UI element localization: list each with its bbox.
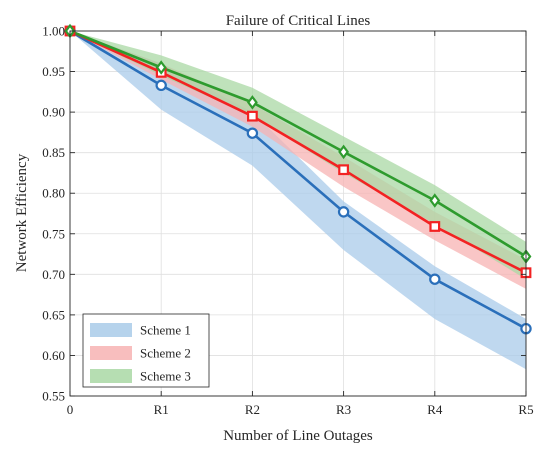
legend-swatch-scheme-1 [90,323,132,337]
legend-label-scheme-3: Scheme 3 [140,369,191,384]
y-tick-label: 0.85 [42,145,65,160]
band-scheme-2 [70,31,526,289]
legend-swatch-scheme-3 [90,369,132,383]
marker-scheme-3 [155,60,167,75]
x-tick-label: R1 [154,402,169,417]
line-scheme-3 [69,29,527,258]
x-tick-label: 0 [67,402,74,417]
marker-scheme-3 [246,95,258,110]
marker-scheme-1 [246,127,259,139]
legend-label-scheme-1: Scheme 1 [140,323,191,338]
y-tick-label: 0.65 [42,307,65,322]
x-tick-label: R4 [427,402,443,417]
y-tick-label: 0.75 [42,226,65,241]
y-tick-label: 0.55 [42,389,65,404]
y-tick-label: 0.60 [42,348,65,363]
y-axis-label: Network Efficiency [14,153,30,272]
marker-scheme-1 [429,273,441,285]
marker-scheme-3 [429,193,441,208]
legend: Scheme 1 Scheme 2 Scheme 3 [82,313,210,388]
y-tick-label: 0.70 [42,267,65,282]
x-tick-label: R3 [336,402,351,417]
band-scheme-1 [70,31,526,370]
y-tick-label: 0.80 [42,186,65,201]
confidence-bands [70,31,526,370]
x-tick-label: R5 [518,402,533,417]
y-tick-label: 1.00 [42,24,65,39]
marker-scheme-2 [247,110,258,122]
legend-swatch-scheme-2 [90,346,132,360]
marker-scheme-1 [155,79,167,92]
y-tick-label: 0.95 [42,64,65,79]
chart-title: Failure of Critical Lines [226,13,371,29]
marker-scheme-2 [338,164,349,176]
marker-scheme-2 [429,221,441,232]
axis-ticks: 0.55 0.60 0.65 0.70 0.75 0.80 0.85 0.90 0.95 1.00… [42,24,533,418]
y-tick-label: 0.90 [42,105,65,120]
series-markers [64,23,532,335]
marker-scheme-1 [337,206,350,218]
line-scheme-1 [69,29,527,330]
series-lines [69,29,527,330]
line-scheme-2 [69,29,527,274]
x-axis-label: Number of Line Outages [223,428,373,444]
marker-scheme-3 [338,144,350,160]
x-tick-label: R2 [245,402,260,417]
plot-frame [69,30,527,397]
legend-label-scheme-2: Scheme 2 [140,346,191,361]
